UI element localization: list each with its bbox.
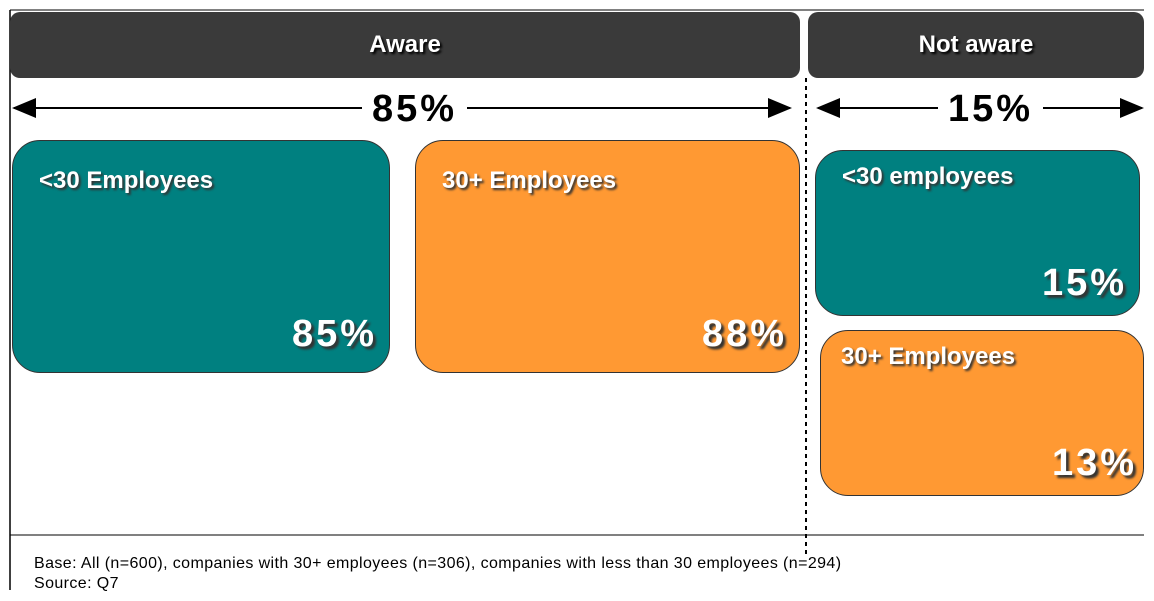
footer-source: Source: Q7 [34, 575, 119, 592]
total: 15% [938, 88, 1044, 131]
box-label: 30+ Employees [841, 343, 1016, 370]
box-value: 88% [701, 313, 787, 355]
footer-base: Base: All (n=600), companies with 30+ em… [34, 555, 842, 572]
total: 85% [362, 88, 468, 131]
box-value: 13% [1051, 442, 1137, 484]
segment-box: <30 Employees 85% [12, 140, 390, 373]
segment-box: <30 employees 15% [815, 150, 1140, 316]
header: Aware [10, 12, 800, 78]
box-label: <30 employees [842, 163, 1014, 190]
box-value: 15% [1041, 262, 1127, 304]
segment-box: 30+ Employees 88% [415, 140, 800, 373]
box-value: 85% [291, 313, 377, 355]
segment-box: 30+ Employees 13% [820, 330, 1144, 496]
header: Not aware [808, 12, 1144, 78]
box-label: <30 Employees [39, 167, 214, 194]
box-label: 30+ Employees [442, 167, 617, 194]
